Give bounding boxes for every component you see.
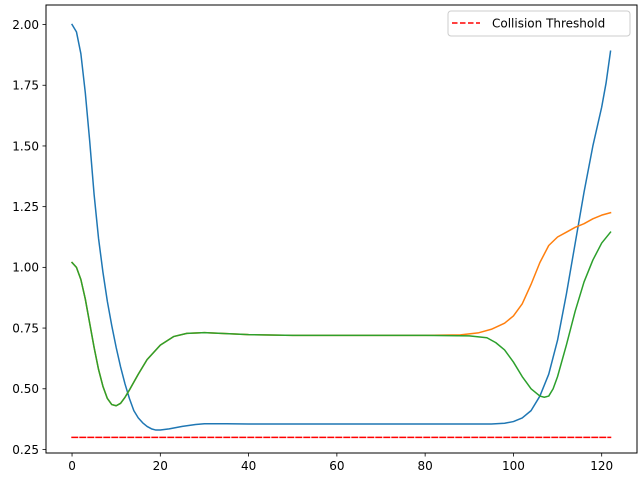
x-tick-label: 80 [417, 459, 432, 473]
y-tick-label: 2.00 [12, 18, 39, 32]
y-tick-label: 0.75 [12, 321, 39, 335]
x-tick-label: 40 [241, 459, 256, 473]
x-tick-label: 0 [68, 459, 76, 473]
y-tick-label: 0.50 [12, 382, 39, 396]
y-tick-label: 1.25 [12, 200, 39, 214]
x-tick-label: 60 [329, 459, 344, 473]
legend-box [447, 10, 631, 37]
series-line-3 [70, 231, 612, 407]
y-tick-label: 0.25 [12, 443, 39, 457]
x-tick-label: 100 [502, 459, 525, 473]
legend: Collision Threshold [447, 10, 631, 37]
legend-threshold-label: Collision Threshold [492, 17, 605, 31]
series-line-1 [71, 23, 612, 431]
x-tick-label: 20 [153, 459, 168, 473]
x-tick-label: 120 [590, 459, 613, 473]
axis-ticks: 0 20 40 60 80 100 120 0.25 0.50 0.75 1.00 1.25 1.50 1… [12, 18, 613, 473]
y-tick-label: 1.50 [12, 139, 39, 153]
plot-area [70, 23, 612, 439]
axes-frame [45, 4, 638, 454]
y-tick-label: 1.00 [12, 261, 39, 275]
y-tick-label: 1.75 [12, 79, 39, 93]
